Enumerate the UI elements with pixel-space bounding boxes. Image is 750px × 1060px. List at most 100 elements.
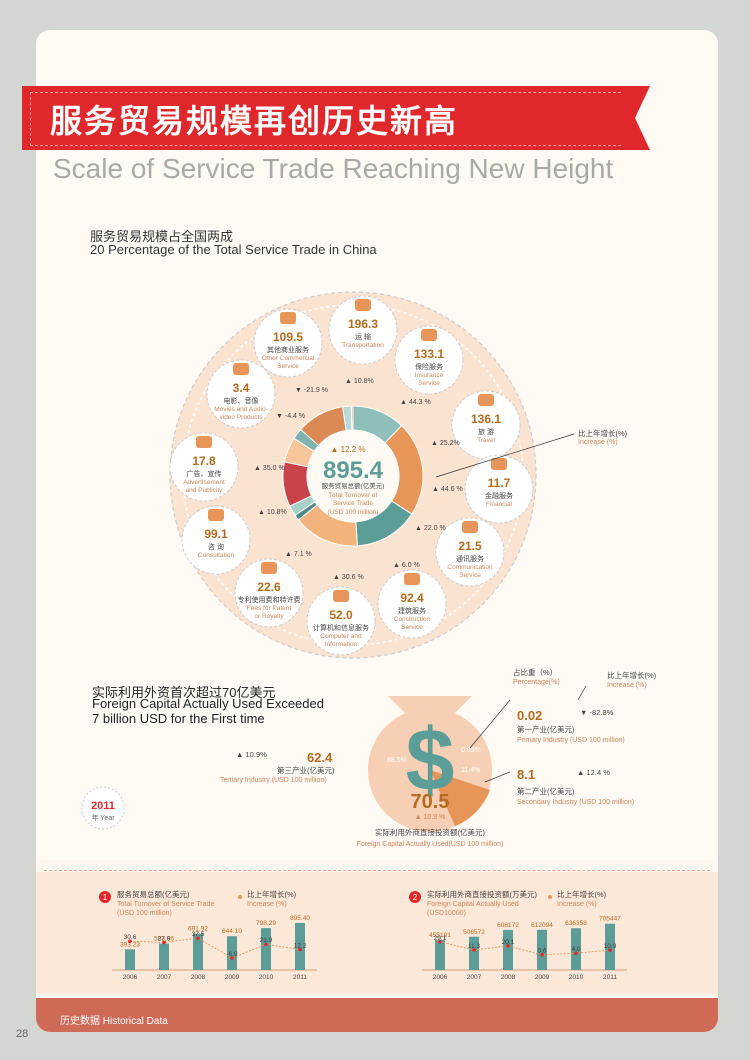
bubble-label-en1: Transportation	[342, 342, 384, 349]
tertiary-en: Tertiary Industry (USD 100 million)	[220, 777, 327, 784]
bubble-value: 52.0	[329, 608, 353, 622]
bar	[503, 930, 513, 970]
bubble-label-en1: Movies and Audio-	[214, 406, 267, 413]
money-bag-icon	[491, 458, 507, 470]
bubble-circle	[234, 558, 304, 628]
center-label-cn: 服务贸易总额(亿美元)	[322, 481, 385, 490]
growth-label: 23.9	[260, 937, 273, 944]
tertiary-value: 62.4	[307, 750, 333, 765]
center-increase: ▲ 12.2 %	[330, 445, 365, 454]
bubble-increase: ▲ 25.2%	[431, 440, 460, 447]
bar	[261, 928, 271, 970]
bubble-increase: ▲ 35.0 %	[254, 465, 285, 472]
primary-value: 0.02	[517, 708, 542, 723]
divider	[44, 870, 710, 871]
growth-label: 30.6	[124, 934, 137, 941]
bubble-label-cn: 通讯服务	[456, 554, 484, 563]
bar	[193, 933, 203, 970]
bar-value-label: 644.10	[222, 928, 242, 935]
mountain-icon	[478, 394, 494, 406]
x-tick-label: 2011	[293, 974, 307, 981]
bubble-value: 22.6	[257, 580, 281, 594]
center-value: 895.4	[323, 457, 384, 484]
secondary-increase: ▲ 12.4 %	[577, 768, 610, 777]
x-tick-label: 2010	[259, 974, 274, 981]
bubble-label-cn: 咨 询	[208, 542, 224, 551]
bubble-value: 11.7	[488, 476, 511, 490]
bar-value-label: 506572	[463, 929, 485, 936]
bar	[537, 929, 547, 970]
page-number: 28	[16, 1028, 29, 1040]
primary-increase: ▼ -82.8%	[580, 708, 614, 717]
x-tick-label: 2011	[603, 974, 617, 981]
bubble-label-en2: Service	[277, 363, 299, 370]
bar-value-label: 895.40	[290, 915, 310, 922]
growth-point	[608, 948, 612, 952]
secondary-share: 11.4%	[461, 767, 480, 774]
x-tick-label: 2009	[225, 974, 240, 981]
bubble-label-cn: 保险服务	[415, 362, 443, 371]
line-legend-cn: 比上年增长(%)	[557, 889, 607, 899]
year-value: 2011	[91, 800, 115, 812]
bar	[469, 936, 479, 970]
x-tick-label: 2009	[535, 974, 550, 981]
growth-point	[506, 944, 510, 948]
bar-value-label: 691.92	[188, 926, 208, 933]
growth-point	[162, 940, 166, 945]
bubble-label-en2: Service	[459, 572, 481, 579]
primary-share: 0.03%	[461, 747, 481, 754]
bubble-increase: ▼ -21.9 %	[295, 387, 328, 394]
bar-value-label: 612094	[531, 922, 553, 929]
bar	[571, 928, 581, 970]
section2-title-cn: 实际利用外资首次超过70亿美元	[92, 685, 276, 700]
bar	[159, 943, 169, 970]
bubble-circle	[169, 432, 239, 502]
bar	[125, 949, 135, 970]
x-tick-label: 2010	[569, 974, 584, 981]
bubble-increase: ▲ 22.0 %	[415, 525, 446, 532]
line-legend-en: Increase (%)	[557, 901, 597, 908]
section2-title-en2: 7 billion USD for the First time	[92, 711, 265, 726]
x-tick-label: 2008	[501, 974, 516, 981]
fdi-total-value: 70.5	[411, 791, 450, 813]
primary-cn: 第一产业(亿美元)	[517, 724, 575, 734]
legend-pointer	[435, 433, 575, 478]
bubble-label-cn: 广告、宣传	[187, 469, 222, 478]
bar-value-label: 705447	[599, 916, 621, 923]
donut-hole	[307, 430, 399, 522]
center-label-en3: (USD 100 million)	[328, 509, 379, 516]
bubble-value: 92.4	[400, 591, 424, 605]
bubble-value: 99.1	[204, 527, 228, 541]
secondary-cn: 第二产业(亿美元)	[517, 786, 575, 796]
lightbulb-icon	[261, 562, 277, 574]
bubble-increase: ▼ -4.4 %	[276, 413, 305, 420]
bubble-label-en2: video Products	[220, 414, 264, 421]
bubble-label-cn: 金融服务	[485, 491, 513, 500]
x-tick-label: 2007	[157, 974, 172, 981]
bubble-circle	[394, 325, 464, 395]
bubble-value: 196.3	[348, 317, 378, 331]
bubble-label-en1: Fees for Patent	[247, 605, 292, 612]
chart-title-en: Total Turnover of Service Trade	[117, 901, 214, 908]
bubble-label-en1: Financial	[486, 501, 513, 508]
bar-value-label: 455191	[429, 932, 451, 939]
bubble-label-en2: Service	[401, 624, 423, 631]
bubble-label-en2: and Publicity	[186, 487, 224, 494]
year-badge	[81, 786, 125, 830]
secondary-value: 8.1	[517, 767, 535, 782]
bubble-circle	[328, 295, 398, 365]
tertiary-cn: 第三产业(亿美元)	[277, 765, 335, 775]
x-tick-label: 2007	[467, 974, 482, 981]
chart-title-cn: 实际利用外商直接投资额(万美元)	[427, 889, 537, 899]
bubble-circle	[464, 454, 534, 524]
bubble-label-cn: 建筑服务	[398, 606, 426, 615]
bar	[295, 922, 305, 970]
growth-label: -6.9	[226, 951, 238, 958]
